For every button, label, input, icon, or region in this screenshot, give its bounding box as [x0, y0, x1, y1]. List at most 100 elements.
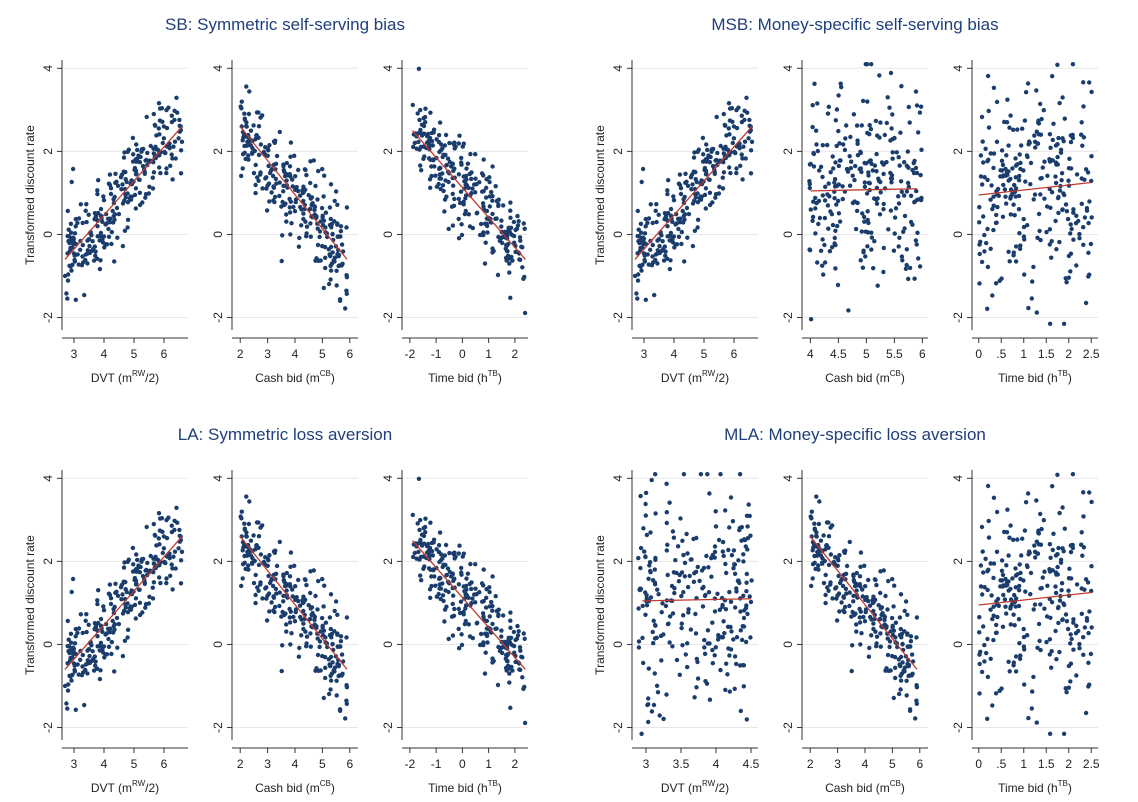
scatter-point — [978, 174, 984, 179]
scatter-point — [287, 164, 293, 169]
scatter-point — [312, 212, 317, 217]
scatter-point — [317, 229, 323, 234]
x-tick-label: 4 — [713, 757, 720, 771]
scatter-point — [680, 538, 685, 543]
scatter-point — [988, 246, 993, 251]
y-tick-label: -2 — [951, 312, 965, 323]
x-tick-label: 3 — [264, 757, 271, 771]
x-tick-label: 5 — [131, 757, 138, 771]
scatter-point — [473, 600, 478, 605]
scatter-point — [293, 609, 298, 615]
scatter-point — [1032, 139, 1038, 144]
scatter-point — [1019, 553, 1024, 558]
scatter-point — [858, 609, 863, 614]
scatter-point — [744, 717, 749, 722]
scatter-point — [851, 577, 856, 583]
scatter-point — [857, 582, 862, 587]
scatter-point — [713, 509, 718, 514]
scatter-point — [990, 616, 995, 622]
scatter-point — [985, 483, 991, 489]
x-axis-label-suffix: ) — [901, 781, 905, 795]
scatter-point — [881, 201, 886, 207]
scatter-point — [459, 565, 464, 571]
scatter-point — [490, 603, 495, 609]
scatter-point — [264, 208, 270, 213]
x-tick-label: 4 — [862, 757, 869, 771]
scatter-point — [272, 604, 278, 610]
x-tick-label: 3 — [71, 757, 78, 771]
scatter-point — [456, 196, 461, 202]
scatter-point — [280, 643, 285, 648]
scatter-point — [653, 555, 658, 561]
scatter-point — [865, 217, 870, 223]
scatter-point — [732, 562, 737, 567]
scatter-point — [137, 160, 143, 165]
scatter-point — [469, 176, 474, 182]
scatter-point — [914, 685, 920, 690]
panel-title: SB: Symmetric self-serving bias — [165, 15, 405, 34]
scatter-point — [132, 192, 138, 198]
scatter-point — [656, 237, 662, 242]
scatter-point — [640, 166, 646, 172]
scatter-point — [843, 586, 849, 592]
scatter-point — [496, 612, 501, 617]
scatter-point — [738, 628, 743, 633]
scatter-point — [869, 61, 874, 67]
scatter-point — [344, 205, 350, 210]
scatter-point — [705, 472, 710, 477]
scatter-point — [296, 654, 302, 659]
scatter-point — [827, 249, 833, 254]
scatter-point — [736, 558, 741, 563]
scatter-point — [133, 186, 139, 191]
scatter-point — [426, 552, 432, 557]
scatter-point — [636, 639, 642, 644]
scatter-point — [260, 186, 265, 191]
scatter-point — [487, 614, 492, 619]
scatter-point — [710, 647, 715, 653]
scatter-point — [688, 557, 693, 562]
scatter-point — [320, 215, 325, 220]
scatter-point — [1005, 97, 1010, 102]
scatter-point — [1038, 176, 1043, 181]
scatter-point — [427, 587, 433, 592]
scatter-point — [1054, 247, 1059, 252]
scatter-point — [240, 166, 245, 171]
scatter-point — [463, 606, 468, 611]
scatter-point — [1012, 592, 1017, 598]
scatter-point — [636, 555, 641, 561]
scatter-point — [695, 564, 700, 570]
scatter-point — [90, 649, 95, 654]
scatter-point — [240, 548, 245, 553]
scatter-point — [1055, 572, 1060, 577]
scatter-point — [748, 599, 754, 605]
scatter-point — [982, 642, 987, 648]
scatter-point — [1079, 586, 1084, 591]
scatter-point — [650, 242, 655, 248]
scatter-point — [1038, 192, 1043, 197]
x-axis-label-superscript: CB — [320, 779, 331, 788]
y-tick-label: 4 — [611, 65, 625, 72]
scatter-point — [854, 629, 859, 634]
scatter-point — [448, 164, 454, 169]
scatter-point — [1071, 620, 1076, 625]
scatter-point — [988, 151, 993, 156]
scatter-point — [333, 189, 339, 194]
x-tick-label: 6 — [346, 347, 353, 361]
x-tick-label: 2 — [237, 757, 244, 771]
scatter-point — [264, 175, 269, 180]
scatter-point — [484, 595, 489, 600]
scatter-point — [490, 656, 495, 661]
scatter-point — [813, 231, 818, 236]
scatter-point — [670, 237, 675, 242]
scatter-point — [145, 560, 150, 566]
scatter-point — [273, 571, 279, 576]
scatter-point — [682, 259, 687, 264]
scatter-point — [328, 663, 333, 669]
scatter-point — [703, 206, 708, 211]
scatter-point — [510, 258, 515, 263]
scatter-point — [263, 555, 268, 560]
x-axis-label-main: DVT (m — [91, 371, 132, 385]
scatter-point — [867, 132, 872, 137]
scatter-point — [318, 219, 323, 224]
scatter-point — [112, 669, 117, 674]
